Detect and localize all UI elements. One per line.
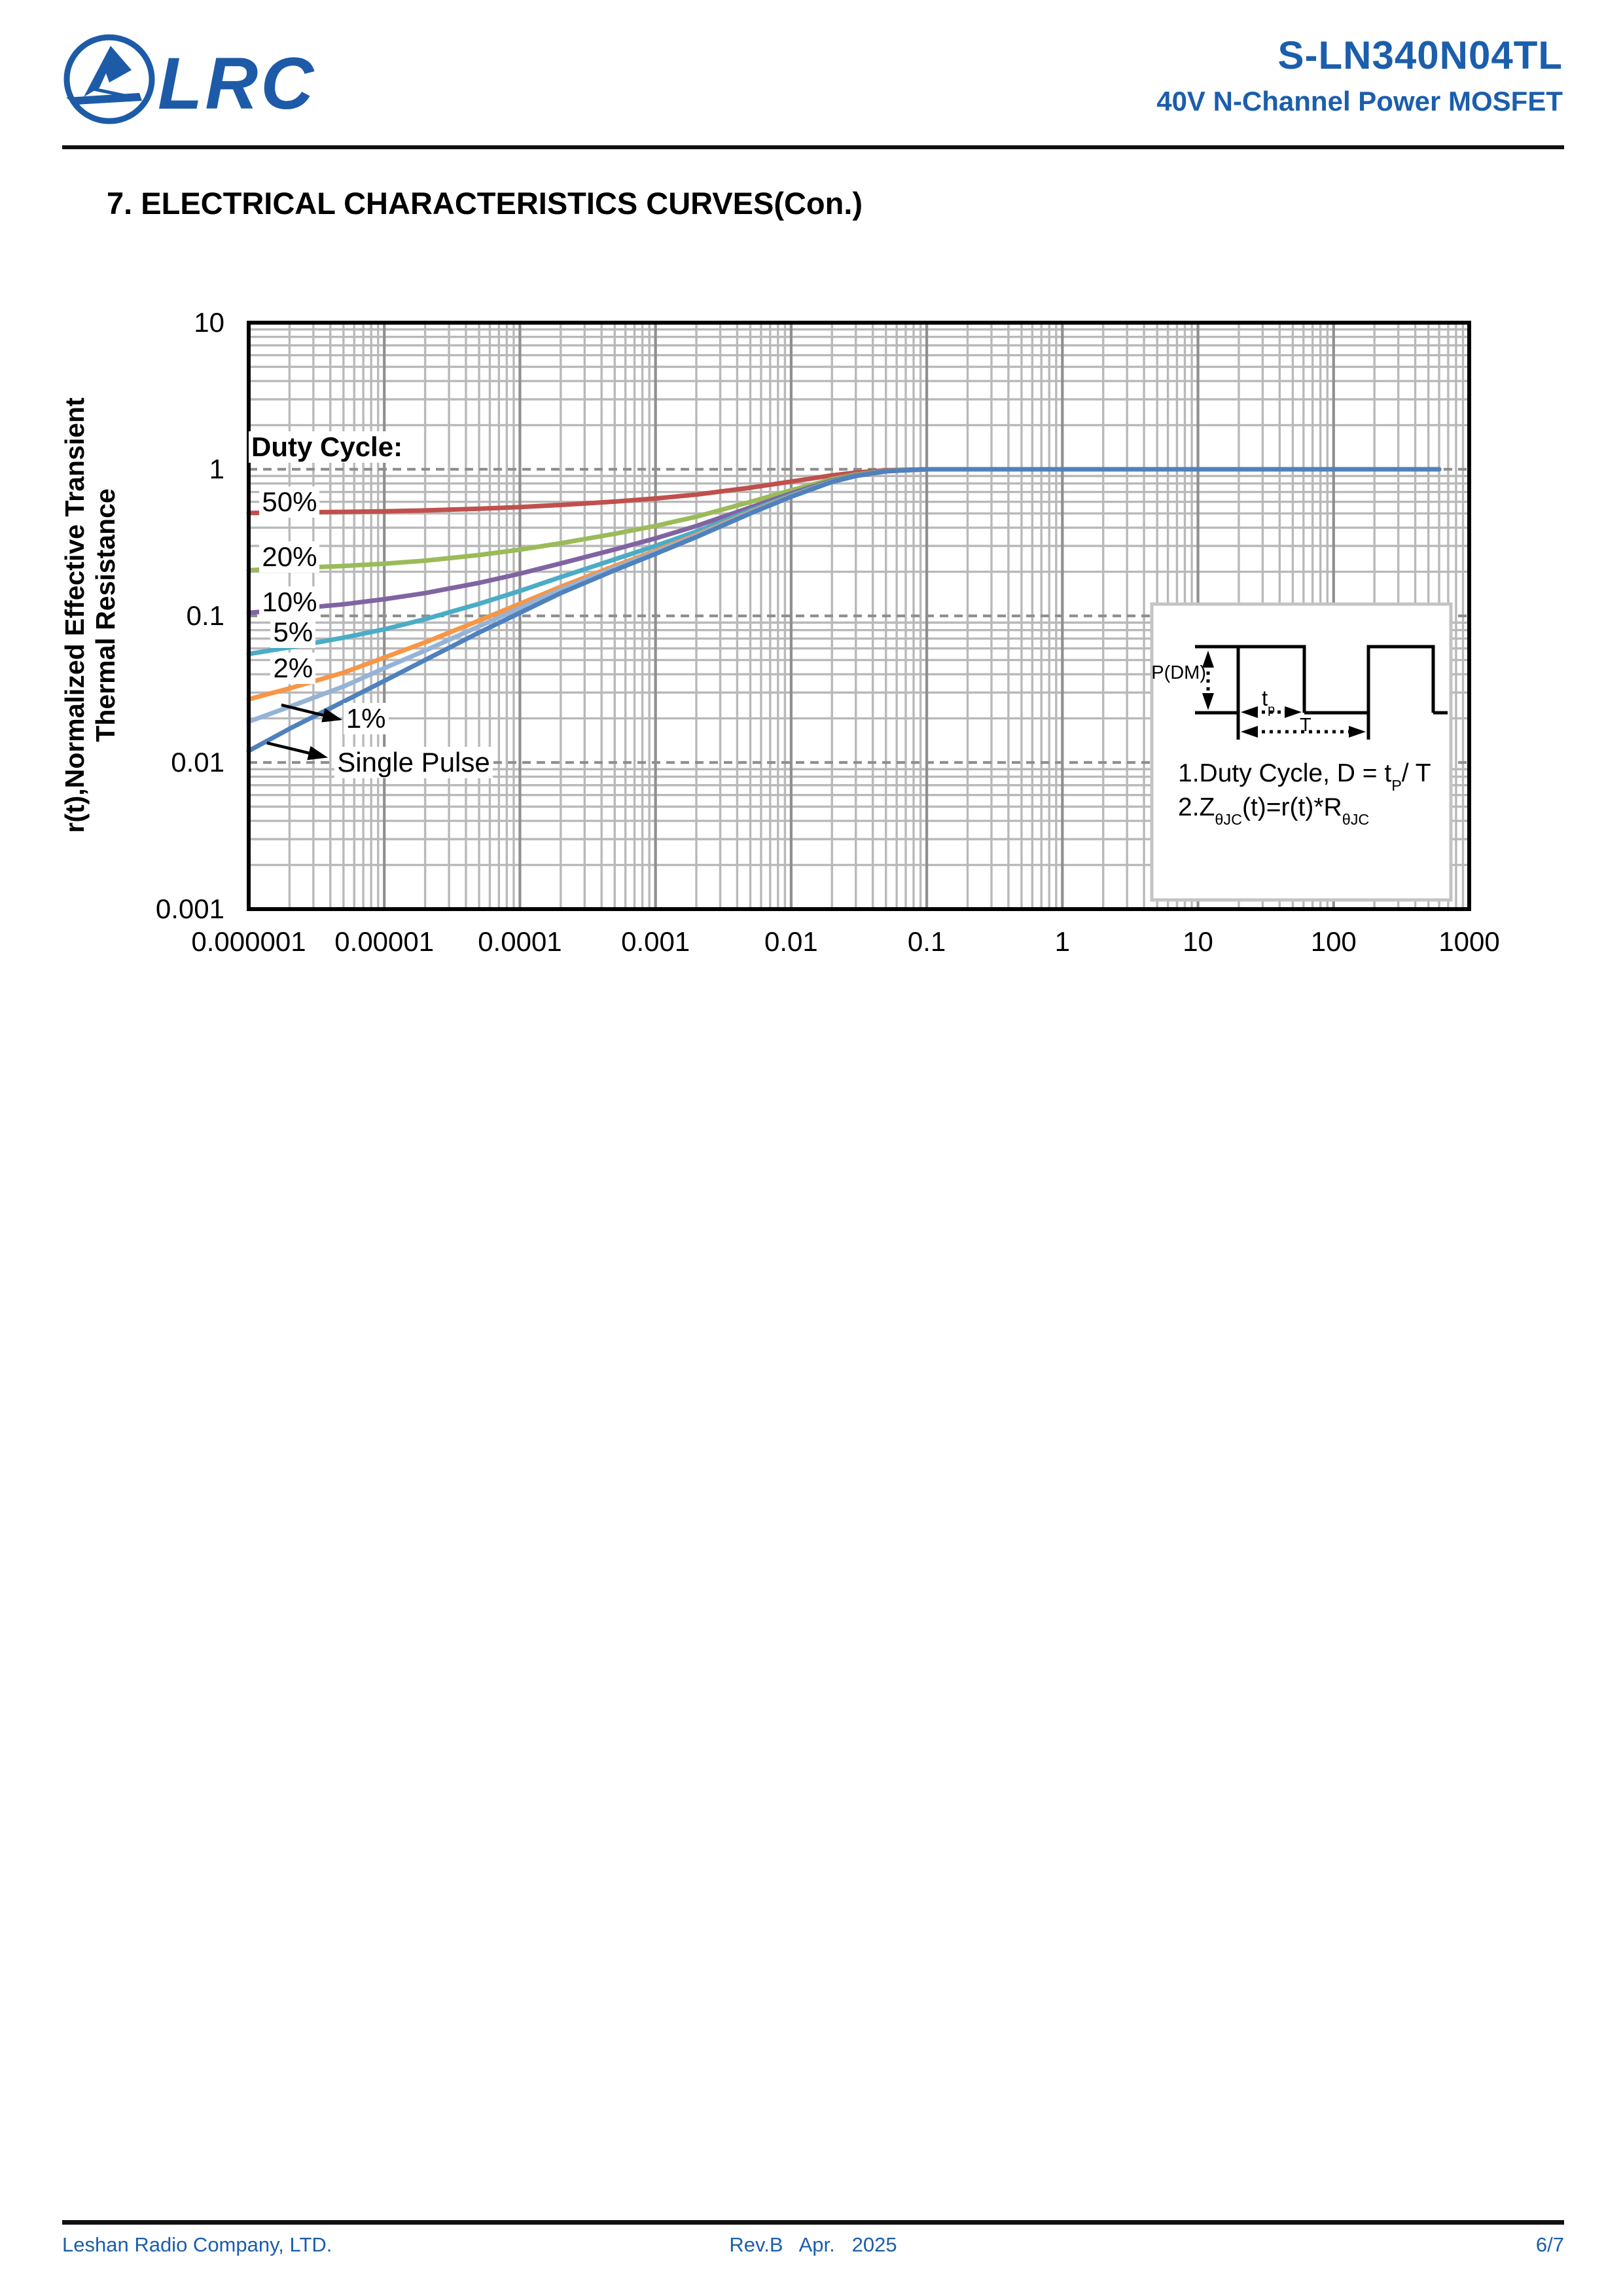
curve-10-: [246, 467, 1442, 615]
inset-note-1: 1.Duty Cycle, D = tP/ T: [1178, 759, 1431, 793]
brand-text: LRC: [158, 43, 316, 124]
note1-text-b: / T: [1401, 759, 1431, 787]
section-title: 7. ELECTRICAL CHARACTERISTICS CURVES(Con…: [107, 186, 863, 221]
logo-circle-icon: [63, 34, 155, 124]
y-axis-title: r(t),Normalized Effective Transient Ther…: [60, 340, 121, 890]
thermal-impedance-chart: [246, 321, 1471, 911]
note2-text-b: (t)=r(t)*R: [1241, 793, 1342, 821]
y-tick-label: 0.1: [186, 600, 224, 631]
footer-page-number: 6/7: [1535, 2233, 1564, 2256]
inset-pdm-label: P(DM): [1151, 662, 1206, 684]
note1-text: 1.Duty Cycle, D = t: [1178, 759, 1392, 787]
x-tick-label: 1: [1054, 926, 1070, 957]
inset-tp-label: tp: [1262, 686, 1275, 716]
curve-label-single-pulse: Single Pulse: [334, 747, 493, 778]
curve-label-1-: 1%: [343, 703, 389, 735]
arrow-1-: [281, 703, 324, 717]
footer-company: Leshan Radio Company, LTD.: [62, 2233, 332, 2256]
y-axis-title-line1: r(t),Normalized Effective Transient: [59, 397, 90, 833]
pdm-arrow-tail-icon: [1202, 651, 1214, 668]
note2-sub2: θJC: [1342, 810, 1370, 828]
x-tick-label: 10: [1183, 926, 1213, 957]
footer-divider: [62, 2220, 1564, 2225]
tp-main: t: [1262, 686, 1268, 710]
y-tick-label: 1: [209, 454, 224, 484]
note2-sub1: θJC: [1215, 810, 1242, 828]
product-title: S-LN340N04TL: [1277, 33, 1563, 77]
logo-hull-icon: [66, 93, 142, 105]
product-header: S-LN340N04TL 40V N-Channel Power MOSFET: [1156, 33, 1563, 117]
inset-period-label: T: [1300, 715, 1311, 736]
x-tick-label: 0.000001: [191, 926, 306, 957]
curve-label-2-: 2%: [270, 652, 316, 684]
note1-sub: P: [1391, 776, 1402, 794]
t-period-arrow-head-icon: [1349, 726, 1366, 738]
arrow-single-pulse: [266, 741, 310, 755]
arrow-1--head-icon: [321, 708, 343, 723]
x-tick-label: 0.01: [764, 926, 818, 957]
arrow-single-pulse-head-icon: [307, 745, 329, 761]
x-tick-label: 0.0001: [478, 926, 562, 957]
x-tick-label: 0.001: [621, 926, 690, 957]
x-tick-label: 1000: [1438, 926, 1500, 957]
curve-single-pulse: [246, 467, 1442, 753]
curve-label-50-: 50%: [259, 486, 320, 518]
period-text: T: [1300, 715, 1311, 736]
curve-label-10-: 10%: [259, 586, 320, 619]
y-axis-title-line2: Thermal Resistance: [90, 488, 120, 742]
y-tick-label: 0.001: [155, 893, 224, 924]
pdm-arrow-head-icon: [1202, 693, 1214, 710]
pdm-text: P(DM): [1151, 662, 1206, 683]
footer-revision: Rev.B Apr. 2025: [729, 2233, 897, 2256]
x-tick-label: 100: [1310, 926, 1357, 957]
y-tick-label: 0.01: [171, 747, 224, 778]
tp-arrow-head-icon: [1285, 706, 1302, 718]
inset-note-2: 2.ZθJC(t)=r(t)*RθJC: [1178, 793, 1369, 827]
curve-label-20-: 20%: [259, 541, 320, 573]
tp-sub: p: [1268, 702, 1275, 717]
legend-title: Duty Cycle:: [249, 431, 406, 463]
x-tick-label: 0.1: [907, 926, 946, 957]
pulse-waveform-icon: [1195, 645, 1448, 740]
inset-panel: [1150, 602, 1453, 902]
x-tick-label: 0.00001: [334, 926, 435, 957]
t-period-arrow-tail-icon: [1241, 726, 1258, 738]
curve-label-5-: 5%: [270, 617, 316, 649]
y-tick-label: 10: [194, 307, 224, 338]
note2-text: 2.Z: [1178, 793, 1215, 821]
tp-arrow-tail-icon: [1241, 706, 1258, 718]
logo-sail-icon: [84, 46, 132, 97]
product-subtitle: 40V N-Channel Power MOSFET: [1156, 86, 1563, 117]
plot-border: [247, 321, 1471, 911]
lrc-logo: LRC: [63, 34, 316, 124]
header-divider: [62, 145, 1564, 149]
